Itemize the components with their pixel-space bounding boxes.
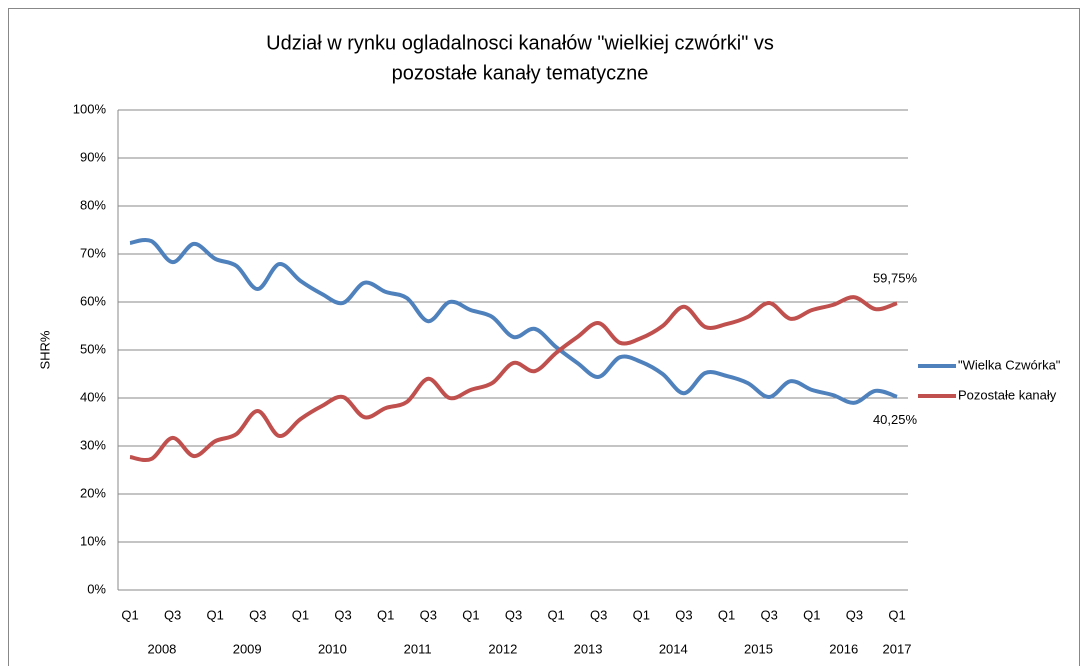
x-tick-label: Q3 xyxy=(760,607,777,622)
x-tick-label: Q3 xyxy=(590,607,607,622)
data-label: 40,25% xyxy=(873,412,918,427)
x-tick-label: Q1 xyxy=(377,607,394,622)
y-tick-label: 10% xyxy=(80,533,106,548)
x-tick-label: Q1 xyxy=(888,607,905,622)
x-tick-label: Q3 xyxy=(505,607,522,622)
legend-label: Pozostałe kanały xyxy=(958,387,1057,402)
x-tick-label: Q1 xyxy=(803,607,820,622)
y-axis-label: SHR% xyxy=(37,330,52,369)
x-tick-label: Q3 xyxy=(249,607,266,622)
chart-title: pozostałe kanały tematyczne xyxy=(392,62,649,84)
x-group-label: 2009 xyxy=(233,641,262,656)
x-tick-label: Q1 xyxy=(121,607,138,622)
x-tick-label: Q3 xyxy=(334,607,351,622)
x-tick-label: Q3 xyxy=(846,607,863,622)
y-tick-label: 30% xyxy=(80,437,106,452)
y-tick-label: 0% xyxy=(87,581,106,596)
series-line xyxy=(129,237,898,405)
x-group-label: 2012 xyxy=(488,641,517,656)
y-tick-label: 60% xyxy=(80,293,106,308)
data-label: 59,75% xyxy=(873,271,918,286)
chart-title: Udział w rynku ogladalnosci kanałów "wie… xyxy=(266,32,774,54)
x-tick-label: Q1 xyxy=(462,607,479,622)
series-line xyxy=(129,295,898,463)
x-tick-label: Q3 xyxy=(675,607,692,622)
x-group-label: 2016 xyxy=(829,641,858,656)
x-tick-label: Q1 xyxy=(633,607,650,622)
y-tick-label: 100% xyxy=(73,101,107,116)
x-group-label: 2017 xyxy=(883,641,912,656)
x-group-label: 2008 xyxy=(147,641,176,656)
y-tick-label: 40% xyxy=(80,389,106,404)
x-group-label: 2014 xyxy=(659,641,688,656)
x-tick-label: Q1 xyxy=(207,607,224,622)
x-tick-label: Q1 xyxy=(718,607,735,622)
legend-label: "Wielka Czwórka" xyxy=(958,357,1061,372)
y-tick-label: 90% xyxy=(80,149,106,164)
x-tick-label: Q1 xyxy=(292,607,309,622)
y-tick-label: 70% xyxy=(80,245,106,260)
x-group-label: 2011 xyxy=(404,641,432,656)
y-tick-label: 50% xyxy=(80,341,106,356)
x-tick-label: Q3 xyxy=(164,607,181,622)
x-group-label: 2015 xyxy=(744,641,773,656)
x-group-label: 2010 xyxy=(318,641,347,656)
y-tick-label: 80% xyxy=(80,197,106,212)
y-tick-label: 20% xyxy=(80,485,106,500)
x-tick-label: Q3 xyxy=(420,607,437,622)
x-tick-label: Q1 xyxy=(547,607,564,622)
x-group-label: 2013 xyxy=(574,641,603,656)
